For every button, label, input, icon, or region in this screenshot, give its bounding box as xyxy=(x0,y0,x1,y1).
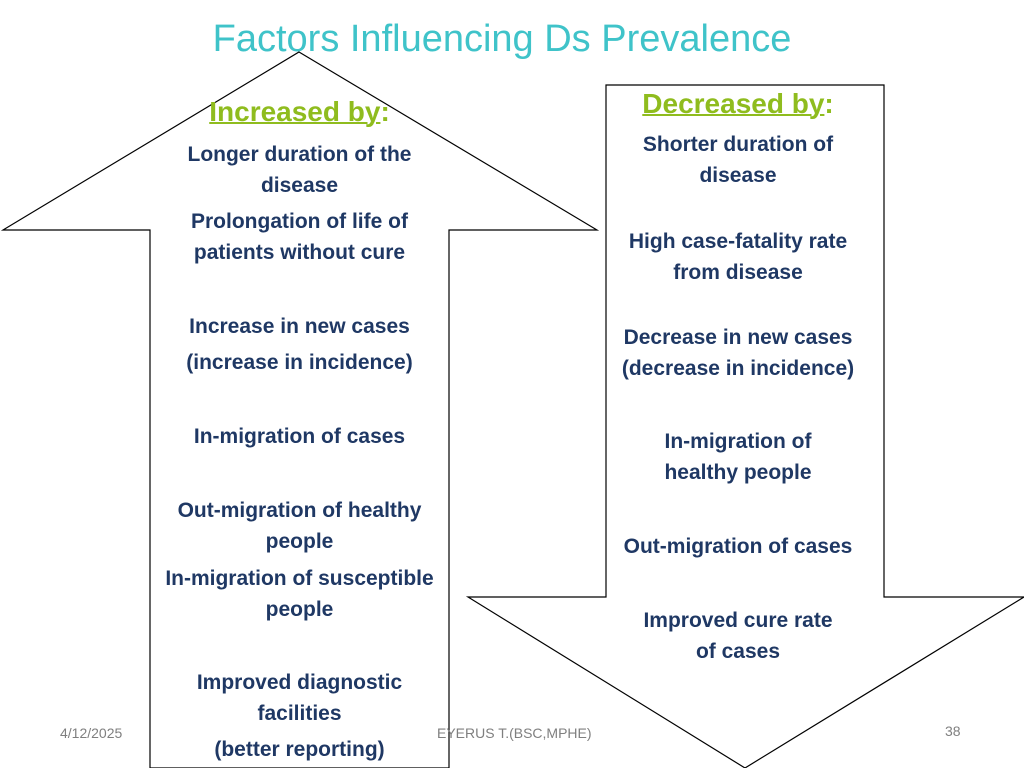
decreased-heading-colon: : xyxy=(824,88,834,119)
list-item: Improved diagnostic facilities xyxy=(196,671,403,725)
increased-heading-colon: : xyxy=(380,96,390,127)
list-item: Prolongation of life of patients without… xyxy=(191,210,408,264)
list-item: In-migration of healthy people xyxy=(664,430,812,484)
list-item: In-migration of susceptible people xyxy=(165,567,434,621)
decreased-by-column: Decreased by: Shorter duration of diseas… xyxy=(606,0,870,768)
list-item: Longer duration of the disease xyxy=(187,143,412,197)
list-item: (increase in incidence) xyxy=(186,351,413,374)
list-item: Out-migration of healthy people xyxy=(177,499,422,553)
list-item: Increase in new cases xyxy=(189,315,410,338)
increased-by-column: Increased by: Longer duration of the dis… xyxy=(150,0,449,768)
increased-heading: Increased by: xyxy=(150,96,449,130)
list-item: Shorter duration of disease xyxy=(642,133,834,187)
list-item: (better reporting) xyxy=(214,738,385,761)
slide-title: Factors Influencing Ds Prevalence xyxy=(212,18,792,60)
decreased-heading: Decreased by: xyxy=(606,88,870,122)
decreased-heading-label: Decreased by xyxy=(642,88,825,119)
list-item: Out-migration of cases xyxy=(623,535,853,558)
down-arrow-shape xyxy=(465,84,1024,768)
list-item: Improved cure rate of cases xyxy=(643,609,833,663)
list-item: High case-fatality rate from disease xyxy=(628,230,848,284)
list-item: In-migration of cases xyxy=(193,425,406,448)
list-item: Decrease in new cases (decrease in incid… xyxy=(621,326,855,380)
slide-number: 38 xyxy=(945,723,961,739)
slide-date: 4/12/2025 xyxy=(60,725,123,741)
up-arrow-shape xyxy=(0,51,600,768)
slide-author: EYERUS T.(BSC,MPHE) xyxy=(437,725,592,741)
increased-heading-label: Increased by xyxy=(209,96,381,127)
